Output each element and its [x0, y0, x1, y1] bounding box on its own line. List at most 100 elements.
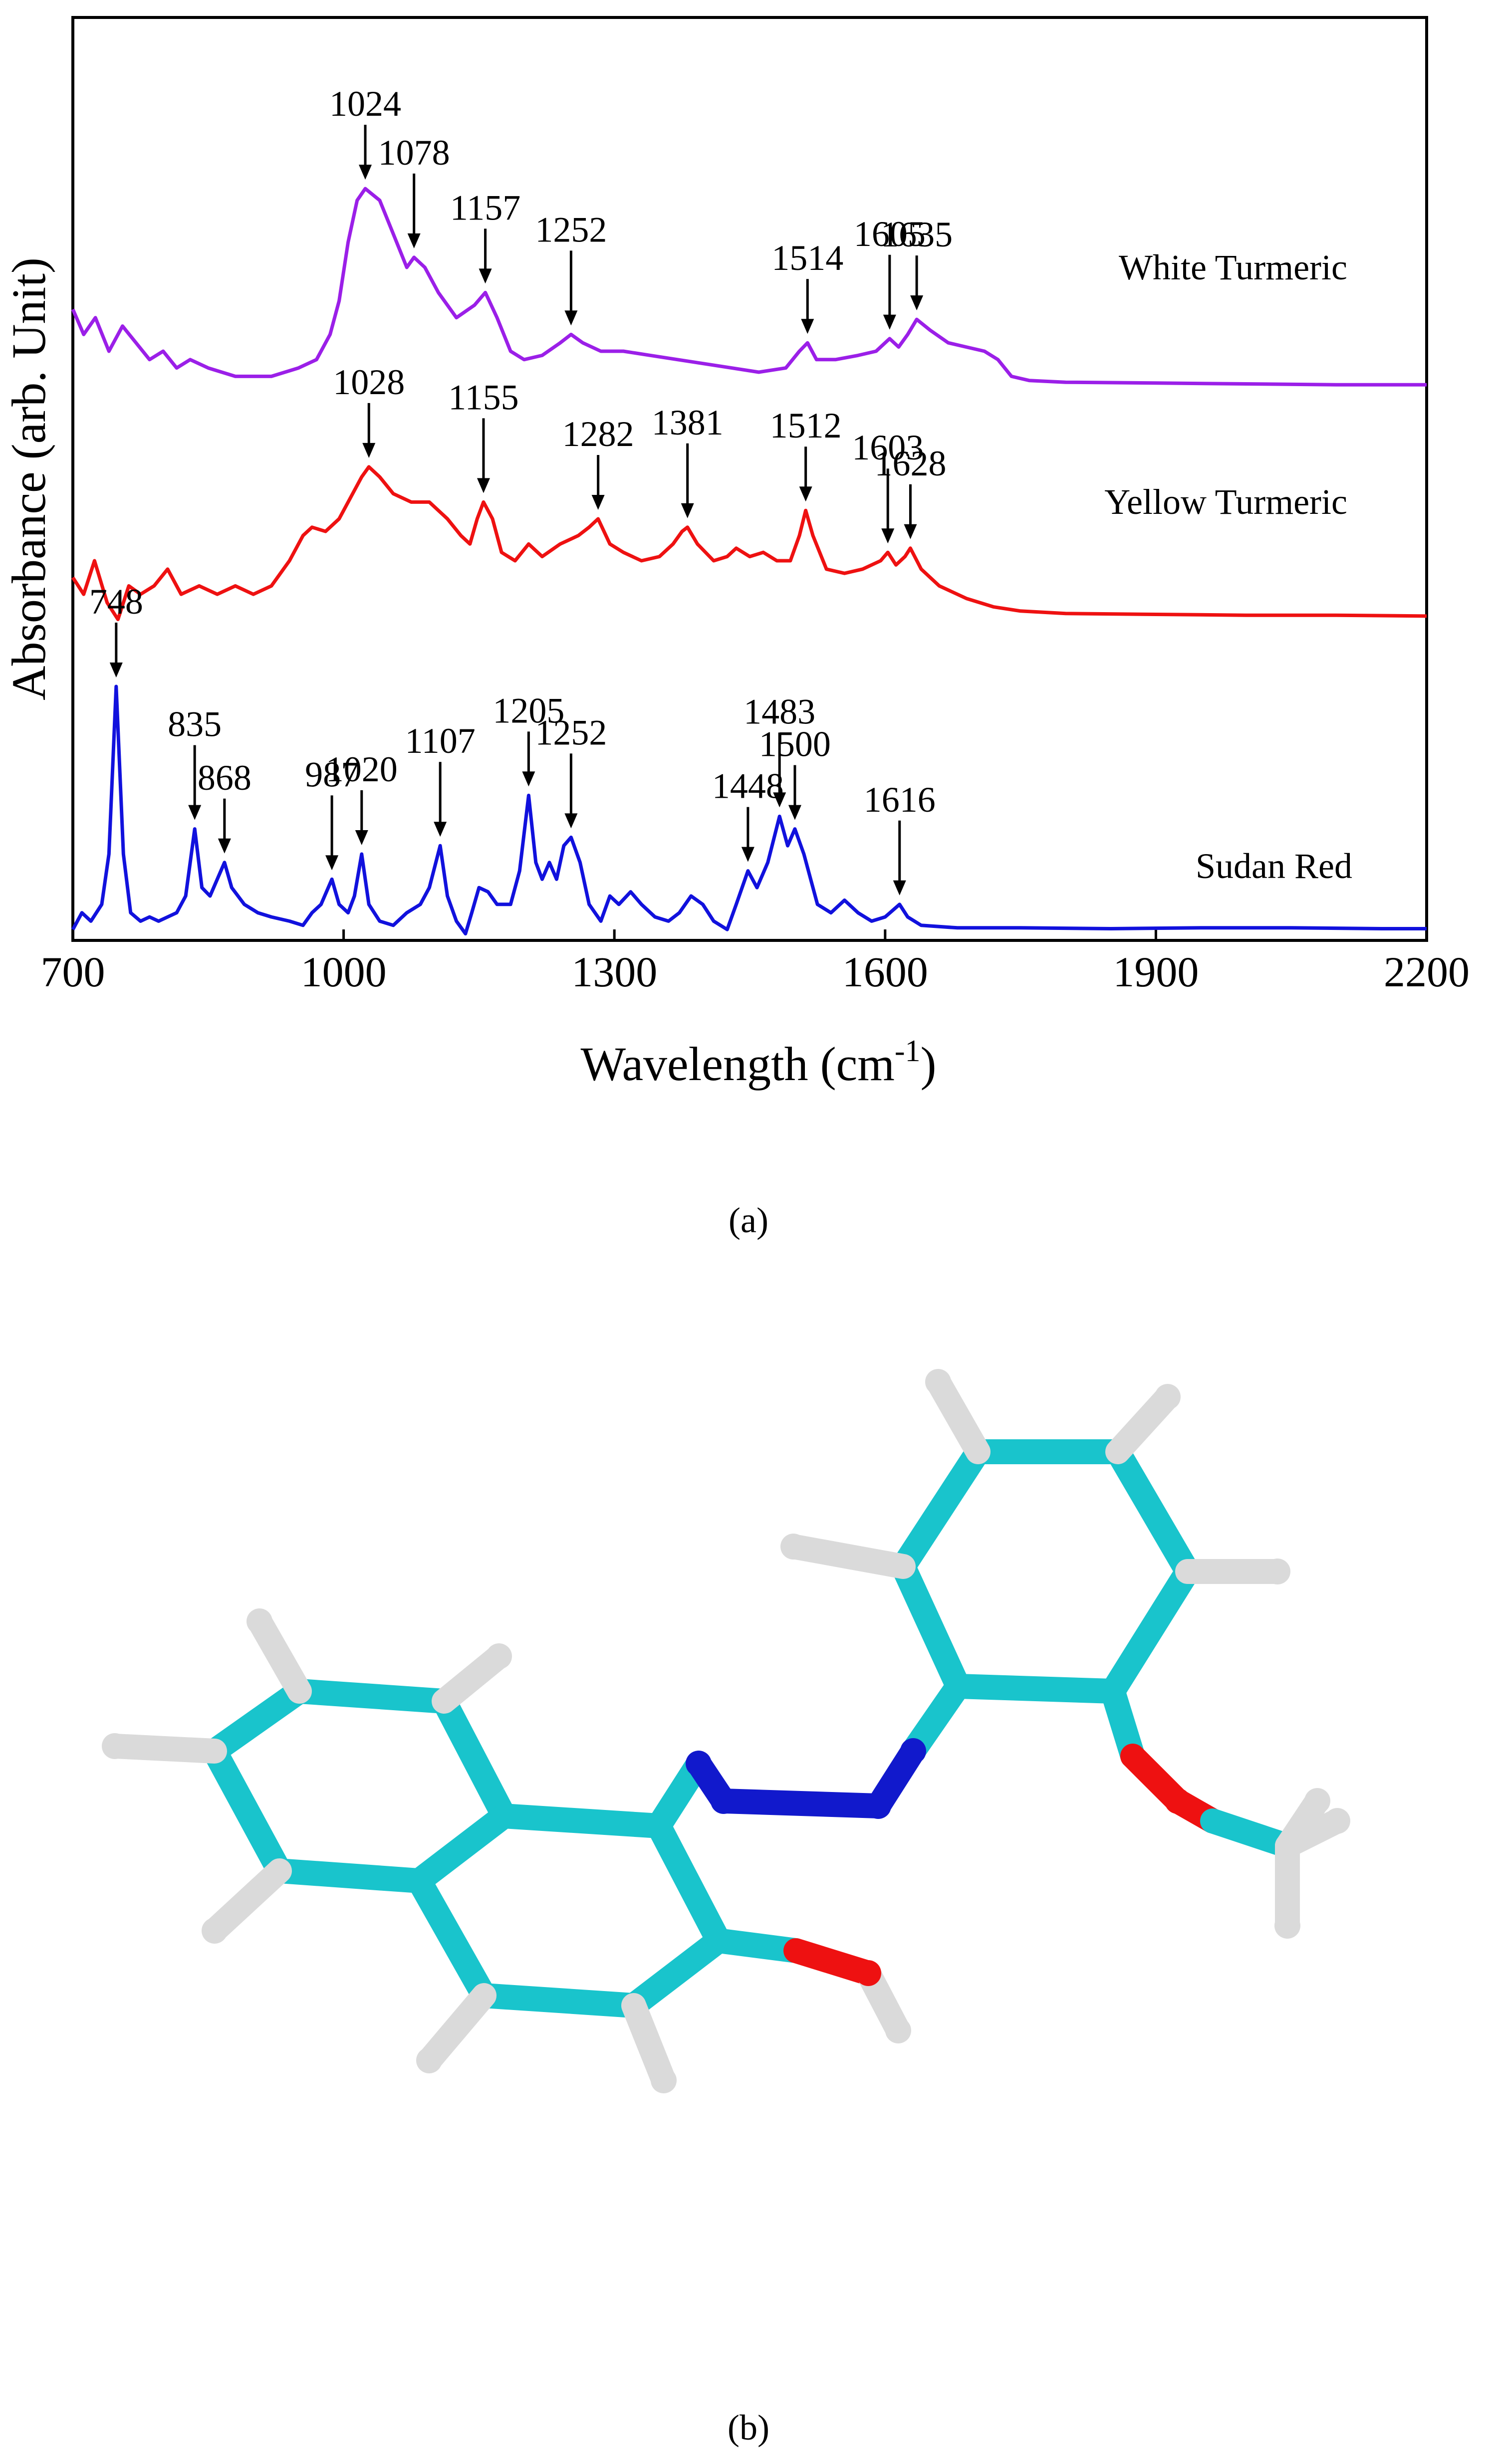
peak-label: 1157: [450, 188, 520, 227]
peak-arrow-head: [883, 314, 896, 330]
peak-label: 1020: [326, 749, 398, 789]
hydrogen-atom: [1324, 1808, 1350, 1834]
bond: [646, 1813, 731, 1953]
hydrogen-atom: [1155, 1384, 1181, 1410]
series-label-white-turmeric: White Turmeric: [1119, 247, 1347, 287]
peak-label: 1282: [562, 414, 634, 454]
peak-label: 987: [305, 754, 359, 794]
x-axis-title-superscript: -1: [895, 1034, 921, 1068]
molecule-structure: [102, 1369, 1350, 2093]
peak-arrow-head: [564, 310, 578, 326]
oxygen-atom: [1165, 1788, 1191, 1814]
hydrogen-atom: [1264, 1559, 1290, 1584]
bond: [407, 1803, 516, 1893]
hydrogen-atom: [1274, 1913, 1300, 1939]
bond: [492, 1803, 671, 1838]
peak-label: 1605: [854, 214, 926, 254]
peak-arrow-head: [362, 443, 376, 458]
peak-label: 1603: [852, 428, 924, 467]
bond: [1105, 1439, 1200, 1584]
bond: [1200, 1808, 1300, 1858]
x-axis-title: Wavelength (cm-1): [581, 1034, 937, 1091]
peak-label: 1500: [759, 724, 831, 764]
peak-label: 1252: [535, 712, 607, 752]
bond: [1100, 1559, 1200, 1704]
peak-label: 1483: [744, 691, 815, 731]
bond: [202, 1739, 292, 1883]
bond: [901, 1674, 971, 1764]
peak-arrow-head: [355, 830, 368, 845]
peak-arrow-head: [893, 880, 906, 896]
bond: [926, 1369, 991, 1464]
bond: [472, 1983, 646, 2018]
peak-label: 1252: [535, 210, 607, 249]
peak-label: 1448: [712, 766, 784, 806]
series-label-yellow-turmeric: Yellow Turmeric: [1104, 482, 1347, 522]
peak-label: 1512: [770, 406, 842, 446]
hydrogen-atom: [247, 1608, 272, 1634]
peak-label: 1616: [864, 780, 936, 820]
bond: [202, 1858, 292, 1943]
bond: [407, 1868, 497, 2008]
spectrum-plot: 700 1000 1300 1600 1900 2200 White Turmeric Ye…: [2, 16, 1470, 1091]
y-axis-title: Absorbance (arb. Unit): [2, 257, 55, 700]
panel-a-caption: (a): [729, 1200, 768, 1240]
peak-label: 1628: [874, 444, 946, 483]
peak-arrow-head: [477, 478, 490, 493]
bond: [432, 1689, 516, 1828]
peak-label: 1514: [771, 238, 843, 278]
series-line-white-turmeric: [71, 187, 1427, 387]
peak-label: 1028: [333, 362, 405, 402]
peak-arrow-head: [218, 838, 231, 854]
hydrogen-atom: [486, 1643, 512, 1669]
peak-arrow-head: [788, 805, 801, 820]
series-label-sudan-red: Sudan Red: [1196, 846, 1352, 886]
peak-arrow-head: [188, 805, 202, 820]
peak-arrow-head: [881, 528, 895, 544]
bond: [621, 1928, 731, 2018]
peak-label: 1024: [329, 84, 401, 124]
bond: [287, 1679, 457, 1714]
peak-arrow-head: [801, 319, 814, 334]
peak-label: 748: [89, 582, 143, 622]
peak-label: 835: [168, 704, 222, 744]
nitrogen-atom: [900, 1738, 926, 1764]
series-line-yellow-turmeric: [71, 465, 1427, 622]
hydrogen-atom: [651, 2067, 677, 2093]
peak-label: 1381: [652, 403, 724, 443]
peak-arrow-head: [564, 813, 578, 829]
hydrogen-atom: [416, 2047, 442, 2073]
x-tick-label: 2200: [1384, 948, 1470, 996]
x-tick-label: 1300: [571, 948, 657, 996]
series-line-sudan-red: [71, 684, 1427, 936]
bond: [891, 1439, 991, 1579]
nitrogen-atom: [711, 1788, 737, 1814]
peak-arrow-head: [359, 165, 372, 180]
peak-arrow-head: [109, 663, 123, 677]
peak-label: 1635: [881, 215, 953, 254]
peak-arrow-head: [522, 771, 535, 787]
bond: [202, 1679, 312, 1764]
bond: [247, 1609, 312, 1704]
panel-b-caption: (b): [728, 2408, 769, 2448]
bond: [946, 1674, 1125, 1704]
peak-arrow-head: [479, 268, 492, 284]
hydrogen-atom: [1304, 1788, 1330, 1814]
peak-arrow-head: [741, 847, 754, 862]
peak-arrow-head: [773, 792, 786, 808]
peak-arrow-head: [434, 822, 447, 837]
hydrogen-atom: [925, 1369, 951, 1395]
bond: [102, 1734, 227, 1764]
nitrogen-atom: [686, 1751, 712, 1777]
plot-frame: [71, 16, 1428, 942]
peak-label: 1155: [448, 377, 518, 417]
peak-arrow-head: [591, 495, 605, 510]
oxygen-atom: [855, 1960, 881, 1986]
x-tick-label: 1600: [842, 948, 928, 996]
peak-label: 1078: [378, 133, 450, 173]
bond: [781, 1534, 916, 1579]
peak-arrow-head: [325, 855, 339, 871]
bond: [621, 1993, 676, 2093]
series-layer: White Turmeric Yellow Turmeric Sudan Red: [71, 187, 1427, 936]
